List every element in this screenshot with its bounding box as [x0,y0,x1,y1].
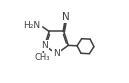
Text: CH₃: CH₃ [35,53,50,62]
Text: H₂N: H₂N [23,21,41,30]
Text: N: N [62,12,70,22]
Text: N: N [41,41,48,50]
Text: N: N [53,49,60,58]
